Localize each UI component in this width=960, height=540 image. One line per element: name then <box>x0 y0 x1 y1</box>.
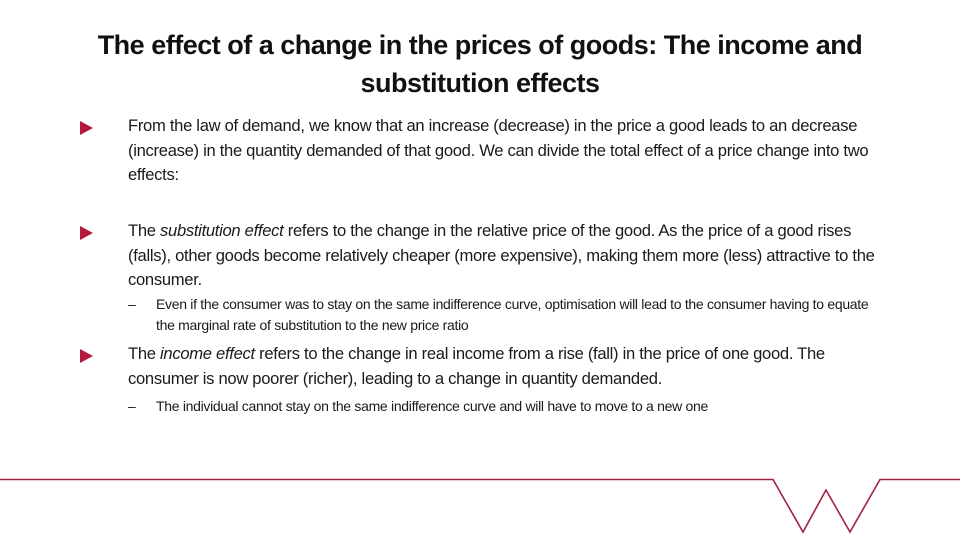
bullet-text: The substitution effect refers to the ch… <box>128 219 888 293</box>
text-prefix: The <box>128 344 161 363</box>
dash-bullet-icon: – <box>128 398 136 414</box>
text-suffix: refers to the change in real income from… <box>128 344 825 388</box>
text-suffix: refers to the change in the relative pri… <box>128 221 875 289</box>
triangle-bullet-icon <box>80 226 93 240</box>
term-substitution-effect: substitution effect <box>160 221 284 240</box>
triangle-bullet-icon <box>80 121 93 135</box>
sub-bullet-text: Even if the consumer was to stay on the … <box>156 296 869 333</box>
dash-bullet-icon: – <box>128 296 136 312</box>
text-prefix: The <box>128 221 161 240</box>
bullet-text: From the law of demand, we know that an … <box>128 116 869 184</box>
slide-title: The effect of a change in the prices of … <box>97 30 863 98</box>
triangle-bullet-icon <box>80 349 93 363</box>
bullet-text: The income effect refers to the change i… <box>128 342 888 391</box>
sub-bullet-text: The individual cannot stay on the same i… <box>156 398 708 414</box>
term-income-effect: income effect <box>160 344 255 363</box>
